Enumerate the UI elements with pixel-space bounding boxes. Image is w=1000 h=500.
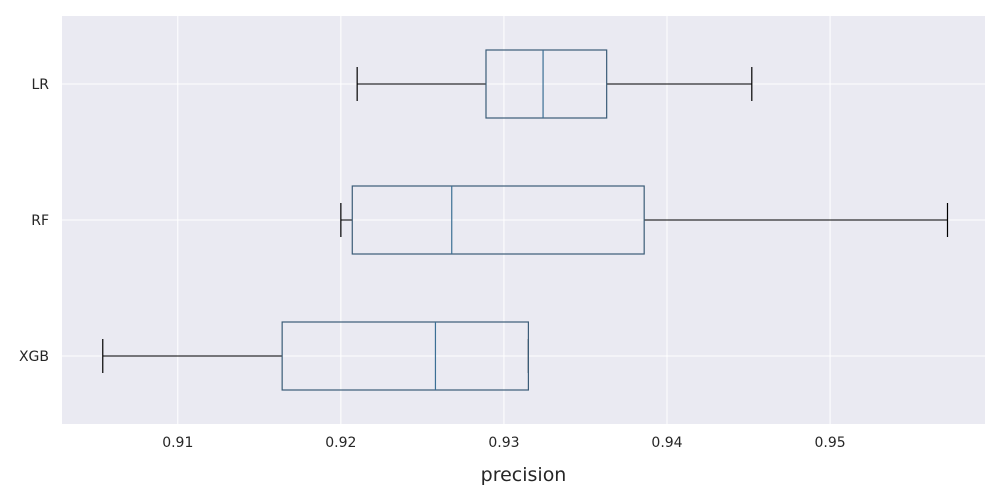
iqr-box: [351, 185, 645, 255]
tick-labels: 0.91 0.92 0.93 0.94 0.95 LR RF XGB: [19, 77, 846, 451]
x-tick-label: 0.92: [325, 435, 356, 451]
box-lr: [356, 49, 753, 119]
box-xgb: [102, 321, 529, 391]
y-tick-label: LR: [31, 77, 49, 93]
y-tick-label: RF: [31, 213, 49, 229]
x-axis-label: precision: [481, 464, 567, 486]
iqr-box: [485, 49, 608, 119]
y-tick-label: XGB: [19, 349, 49, 365]
iqr-box: [281, 321, 529, 391]
x-tick-label: 0.93: [488, 435, 519, 451]
boxes: [102, 49, 949, 391]
x-tick-label: 0.91: [162, 435, 193, 451]
x-tick-label: 0.95: [814, 435, 845, 451]
box-rf: [340, 185, 949, 255]
x-tick-label: 0.94: [651, 435, 682, 451]
